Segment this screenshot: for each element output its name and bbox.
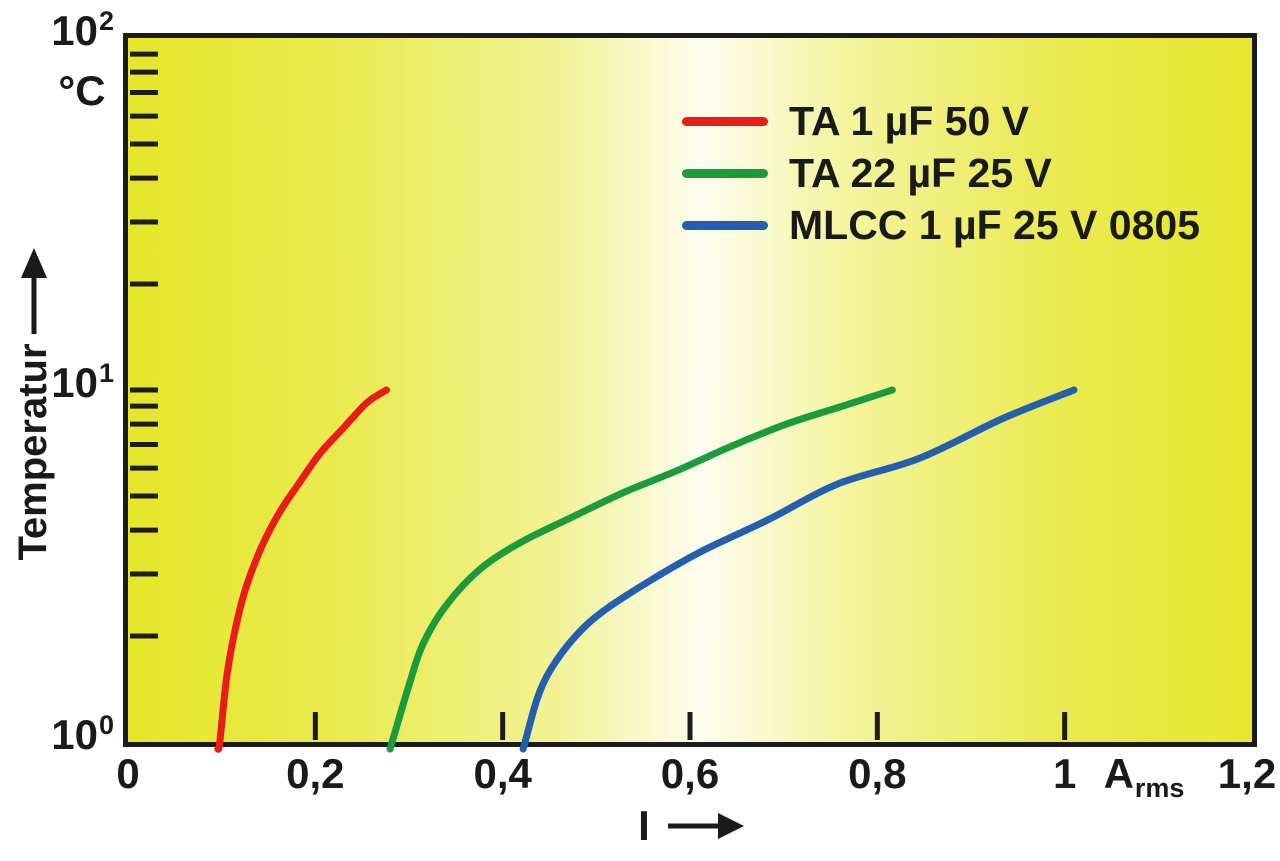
legend-item-mlcc-1uf-25v-0805: MLCC 1 µF 25 V 0805 xyxy=(682,203,1200,247)
x-axis-title: I xyxy=(638,802,650,849)
legend-item-ta-22uf-25v: TA 22 µF 25 V xyxy=(682,151,1200,195)
y-axis-title: Temperatur xyxy=(11,343,55,561)
legend-label: TA 1 µF 50 V xyxy=(789,97,1030,144)
x-axis-arrow-icon xyxy=(668,813,744,839)
x-axis-tick-label: 1,2 xyxy=(1217,750,1277,797)
x-axis-tick-label: 0,8 xyxy=(848,750,907,797)
x-axis-unit-base: A xyxy=(1103,750,1134,797)
x-axis-tick-label: 0 xyxy=(116,750,140,797)
x-axis-tick-label: 0,6 xyxy=(660,750,720,797)
legend-label: TA 22 µF 25 V xyxy=(789,149,1052,196)
y-axis-tick-label: 102 xyxy=(51,6,114,54)
y-axis-unit-label: °C xyxy=(58,67,106,114)
x-axis-unit-subscript: rms xyxy=(1134,773,1185,803)
y-axis-tick-label: 101 xyxy=(51,358,114,406)
legend-label: MLCC 1 µF 25 V 0805 xyxy=(789,201,1201,248)
legend-swatch-blue xyxy=(682,220,768,230)
legend-swatch-red xyxy=(682,116,768,126)
y-axis-arrow-icon xyxy=(21,248,47,334)
legend-item-ta-1uf-50v: TA 1 µF 50 V xyxy=(682,99,1200,143)
x-axis-tick-label: 0,2 xyxy=(286,750,345,797)
x-axis-tick-label: 1 xyxy=(1052,750,1077,797)
y-axis-tick-label: 100 xyxy=(51,710,114,758)
legend-swatch-green xyxy=(682,168,768,178)
x-axis-tick-label: 0,4 xyxy=(473,750,532,797)
x-axis-unit-label: Arms xyxy=(1103,750,1185,802)
legend: TA 1 µF 50 V TA 22 µF 25 V MLCC 1 µF 25 … xyxy=(682,99,1200,255)
